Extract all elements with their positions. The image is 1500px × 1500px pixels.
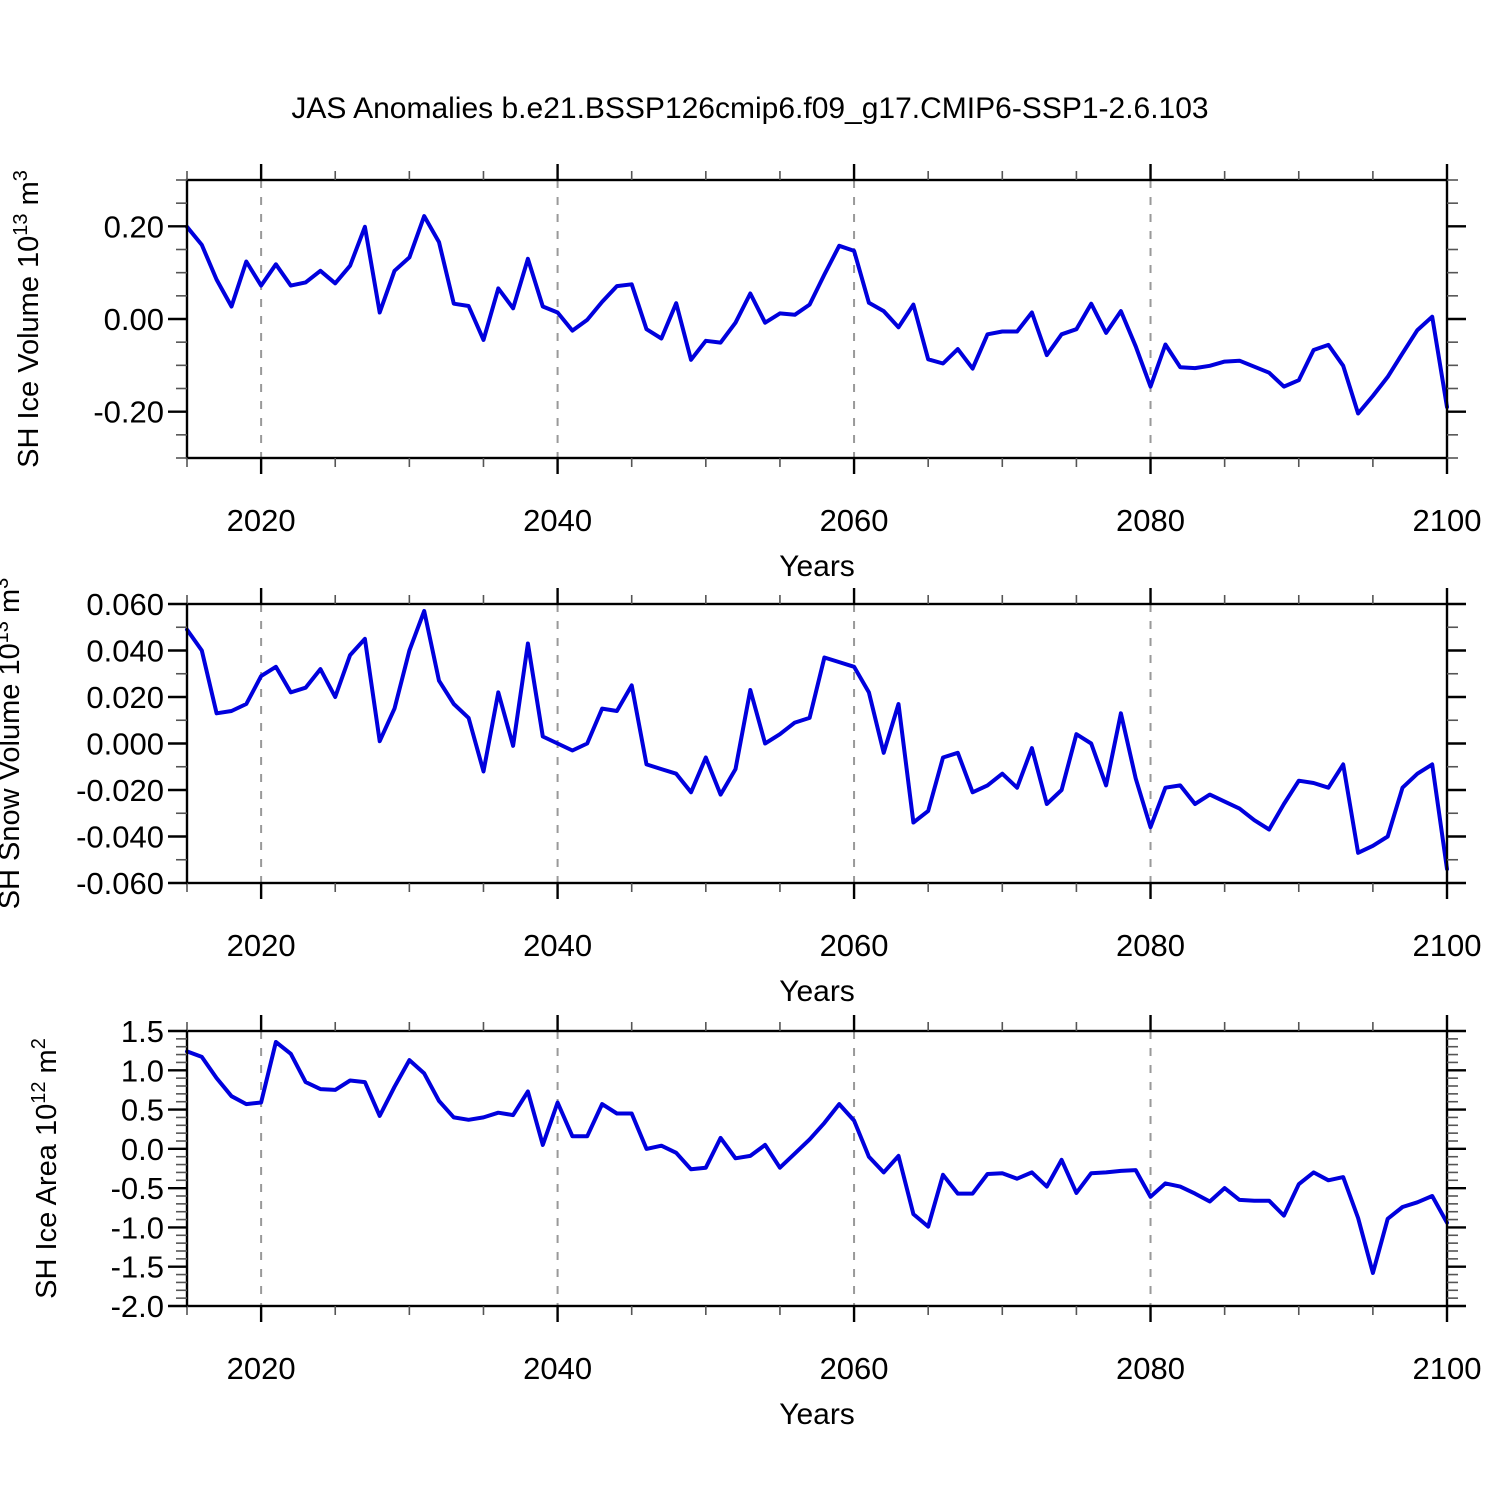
y-tick-label: 0.060 xyxy=(86,587,164,622)
plot-frame xyxy=(185,602,1449,885)
x-tick-label: 2080 xyxy=(1116,928,1185,963)
x-tick-label: 2040 xyxy=(523,1351,592,1386)
x-axis-title: Years xyxy=(779,1398,855,1431)
y-tick-label: 0.020 xyxy=(86,680,164,715)
y-tick-label: 0.00 xyxy=(104,302,164,337)
x-axis-title: Years xyxy=(779,550,855,583)
y-axis-title: SH Ice Area 1012 m2 xyxy=(28,1038,63,1299)
y-tick-label: -1.5 xyxy=(111,1250,164,1285)
x-ticks xyxy=(186,1015,1449,1322)
x-tick-label: 2060 xyxy=(820,928,889,963)
panel-snow-volume: 0.060 0.040 0.020 0.000 -0.020 -0.040 -0.060 20… xyxy=(0,578,1481,1008)
y-tick-label: -0.020 xyxy=(76,773,164,808)
ice-volume-line xyxy=(185,214,1449,416)
y-tick-label: -0.060 xyxy=(76,866,164,901)
y-tick-label: -1.0 xyxy=(111,1210,164,1245)
y-tick-label: 0.5 xyxy=(121,1093,164,1128)
plot-frame xyxy=(185,1029,1449,1308)
x-tick-label: 2040 xyxy=(523,928,592,963)
y-tick-label: 0.000 xyxy=(86,727,164,762)
y-tick-label: 0.040 xyxy=(86,634,164,669)
y-ticks xyxy=(168,602,1466,885)
x-tick-label: 2100 xyxy=(1413,1351,1482,1386)
x-tick-label: 2060 xyxy=(820,1351,889,1386)
y-tick-label: 0.20 xyxy=(104,209,164,244)
x-tick-label: 2040 xyxy=(523,503,592,538)
ice-area-line xyxy=(185,1040,1449,1275)
x-tick-label: 2060 xyxy=(820,503,889,538)
x-tick-label: 2080 xyxy=(1116,503,1185,538)
x-ticks xyxy=(186,164,1449,474)
y-tick-label: -0.040 xyxy=(76,820,164,855)
x-tick-label: 2100 xyxy=(1413,928,1482,963)
x-tick-label: 2100 xyxy=(1413,503,1482,538)
y-tick-label: 0.0 xyxy=(121,1132,164,1167)
y-tick-label: -0.5 xyxy=(111,1171,164,1206)
y-ticks xyxy=(168,1029,1466,1308)
y-tick-label: -0.20 xyxy=(93,395,164,430)
panel-ice-volume: 0.20 0.00 -0.20 2020 2040 2060 2080 2100 Years SH… xyxy=(10,164,1481,583)
y-tick-label: 1.0 xyxy=(121,1053,164,1088)
x-tick-label: 2020 xyxy=(227,928,296,963)
plot-frame xyxy=(185,178,1449,460)
x-tick-label: 2020 xyxy=(227,503,296,538)
x-ticks xyxy=(186,588,1449,899)
x-axis-title: Years xyxy=(779,975,855,1008)
x-tick-label: 2020 xyxy=(227,1351,296,1386)
y-tick-label: -2.0 xyxy=(111,1289,164,1324)
snow-volume-line xyxy=(185,609,1449,871)
panel-ice-area: 1.5 1.0 0.5 0.0 -0.5 -1.0 -1.5 -2.0 2020 2040 2060… xyxy=(28,1014,1481,1431)
y-tick-label: 1.5 xyxy=(121,1014,164,1049)
y-ticks xyxy=(168,179,1466,459)
y-axis-title: SH Ice Volume 1013 m3 xyxy=(10,170,45,468)
y-axis-title: SH Snow Volume 1013 m3 xyxy=(0,578,26,910)
x-tick-label: 2080 xyxy=(1116,1351,1185,1386)
chart-title: JAS Anomalies b.e21.BSSP126cmip6.f09_g17… xyxy=(291,92,1209,125)
